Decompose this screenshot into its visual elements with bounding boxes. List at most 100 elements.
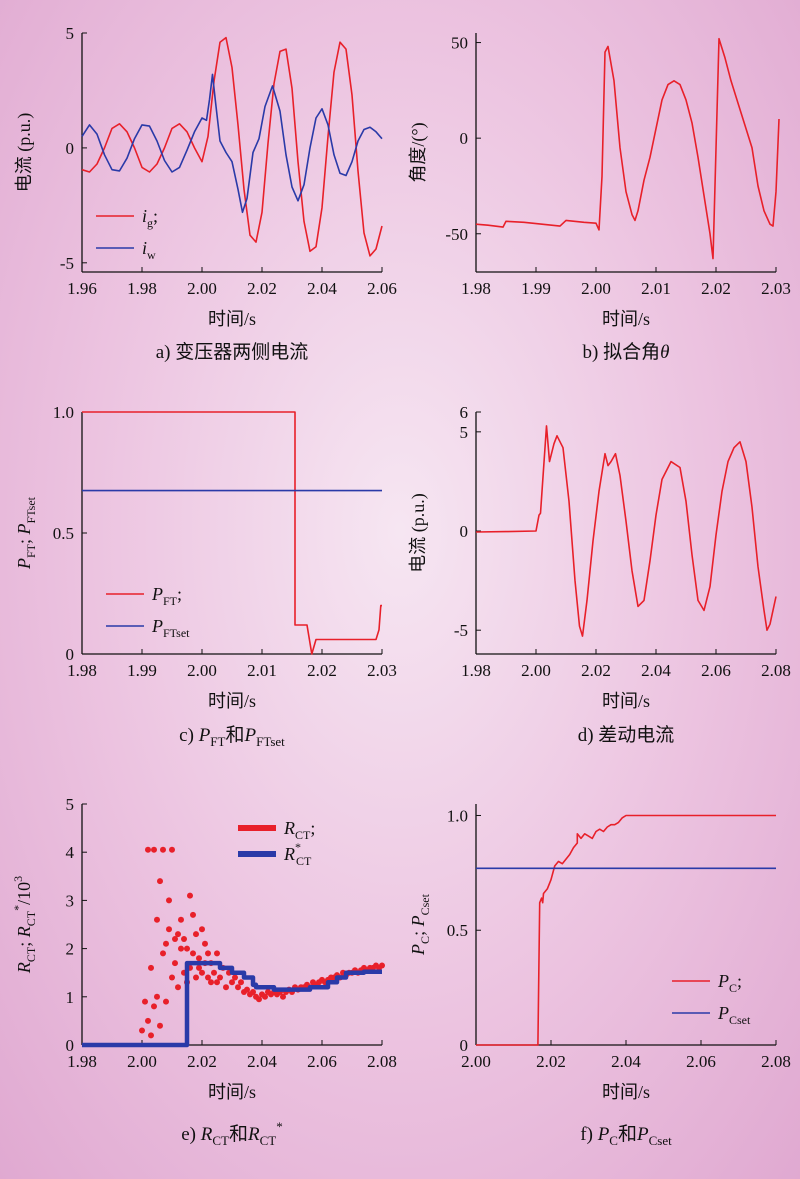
x-tick-label: 2.08 (367, 1052, 397, 1071)
x-tick-label: 2.06 (701, 661, 731, 680)
data-point (235, 984, 241, 991)
y-tick-label: 0.5 (447, 921, 468, 940)
y-tick-label: 0 (460, 522, 469, 541)
data-point (151, 1003, 157, 1010)
data-point (151, 846, 157, 853)
data-point (190, 911, 196, 918)
y-tick-label: 1.0 (447, 806, 468, 825)
x-tick-label: 2.02 (536, 1052, 566, 1071)
data-point (157, 1022, 163, 1029)
data-point (139, 1027, 145, 1034)
y-tick-label: 1 (66, 988, 75, 1007)
data-point (148, 964, 154, 971)
y-tick-label: 0.5 (53, 524, 74, 543)
data-point (148, 1032, 154, 1039)
x-tick-label: 2.02 (701, 279, 731, 298)
legend-label: PC; (717, 971, 742, 995)
data-point (244, 986, 250, 993)
x-tick-label: 2.04 (247, 1052, 277, 1071)
data-point (181, 936, 187, 942)
y-axis-label: RCT​; RCT*​/103​ (11, 876, 38, 974)
x-tick-label: 2.01 (641, 279, 671, 298)
x-tick-label: 1.99 (127, 661, 157, 680)
data-point (214, 950, 220, 957)
data-point (175, 984, 181, 991)
data-point (250, 989, 256, 995)
x-tick-label: 2.08 (761, 1052, 791, 1071)
x-tick-label: 2.02 (247, 279, 277, 298)
series-line-RCT* (82, 960, 382, 1048)
y-tick-label: -50 (445, 225, 468, 244)
data-point (205, 950, 211, 957)
chart-caption: a) 变压器两侧电流 (156, 341, 309, 363)
data-point (205, 974, 211, 981)
data-point (163, 998, 169, 1005)
data-point (187, 892, 193, 899)
legend-label: RCT; (283, 818, 315, 842)
x-tick-label: 1.98 (461, 661, 491, 680)
x-tick-label: 2.04 (641, 661, 671, 680)
x-tick-label: 1.98 (67, 661, 97, 680)
data-point (169, 974, 175, 981)
y-axis-label: PFT​; PFTset​ (14, 496, 38, 570)
data-point (217, 974, 223, 981)
y-tick-label: -5 (60, 254, 74, 273)
data-point (184, 945, 190, 952)
data-point (142, 998, 148, 1005)
chart-e: 1.98 2.00 2.02 2.04 2.06 2.08 0 1 2 3 4 5 RCT​; RCT*… (11, 795, 397, 1148)
x-tick-label: 2.02 (187, 1052, 217, 1071)
series-line-0 (475, 37, 780, 260)
legend-label: PCset (717, 1003, 751, 1027)
chart-caption: c) PFT​和PFTset​ (179, 724, 285, 749)
data-point (256, 996, 262, 1003)
data-point (169, 846, 175, 853)
y-tick-label: 0 (460, 1036, 469, 1055)
y-tick-label: 2 (66, 940, 75, 959)
x-tick-label: 1.98 (461, 279, 491, 298)
data-point (166, 897, 172, 904)
y-axis-label: PC​; PCset​ (408, 893, 432, 956)
data-point (145, 1017, 151, 1024)
chart-f: 2.00 2.02 2.04 2.06 2.08 0 0.5 1.0 PC​; PCset​ 时间… (408, 804, 791, 1148)
series-line-0 (475, 425, 777, 637)
legend-label: R* CT (283, 840, 312, 868)
data-point (163, 940, 169, 947)
data-point (157, 878, 163, 885)
data-point (262, 993, 268, 1000)
y-tick-label: 0 (66, 139, 75, 158)
x-tick-label: 2.00 (187, 661, 217, 680)
x-axis-label: 时间/s (208, 1082, 256, 1102)
x-tick-label: 1.98 (127, 279, 157, 298)
x-tick-label: 2.02 (581, 661, 611, 680)
data-point (280, 993, 286, 1000)
x-tick-label: 2.06 (367, 279, 397, 298)
x-tick-label: 2.01 (247, 661, 277, 680)
y-axis-label: 电流 (p.u.) (408, 493, 429, 573)
x-tick-label: 2.03 (367, 661, 397, 680)
data-point (199, 926, 205, 933)
x-axis-label: 时间/s (208, 309, 256, 329)
x-tick-label: 1.98 (67, 1052, 97, 1071)
legend-label: ig; (142, 206, 158, 230)
data-point (214, 979, 220, 986)
chart-c: 1.98 1.99 2.00 2.01 2.02 2.03 0 0.5 1.0 PFT​; PFT… (14, 403, 397, 749)
data-point (172, 960, 178, 967)
y-tick-label: 0 (460, 129, 469, 148)
data-point (190, 950, 196, 957)
data-point (145, 846, 151, 853)
series-line-PFT (82, 411, 382, 655)
x-tick-label: 2.04 (611, 1052, 641, 1071)
data-point (202, 940, 208, 947)
y-tick-label: 50 (451, 34, 468, 53)
chart-caption: d) 差动电流 (578, 724, 675, 746)
data-point (160, 846, 166, 853)
x-axis-label: 时间/s (208, 691, 256, 711)
data-point (154, 993, 160, 1000)
chart-a: 1.96 1.98 2.00 2.02 2.04 2.06 -5 0 5 电流 (p.u.) 时间/… (14, 24, 397, 363)
y-tick-label: 3 (66, 891, 75, 910)
data-point (178, 945, 184, 952)
x-tick-label: 2.00 (581, 279, 611, 298)
y-axis-label: 角度/(°) (408, 122, 429, 182)
x-tick-label: 2.06 (307, 1052, 337, 1071)
